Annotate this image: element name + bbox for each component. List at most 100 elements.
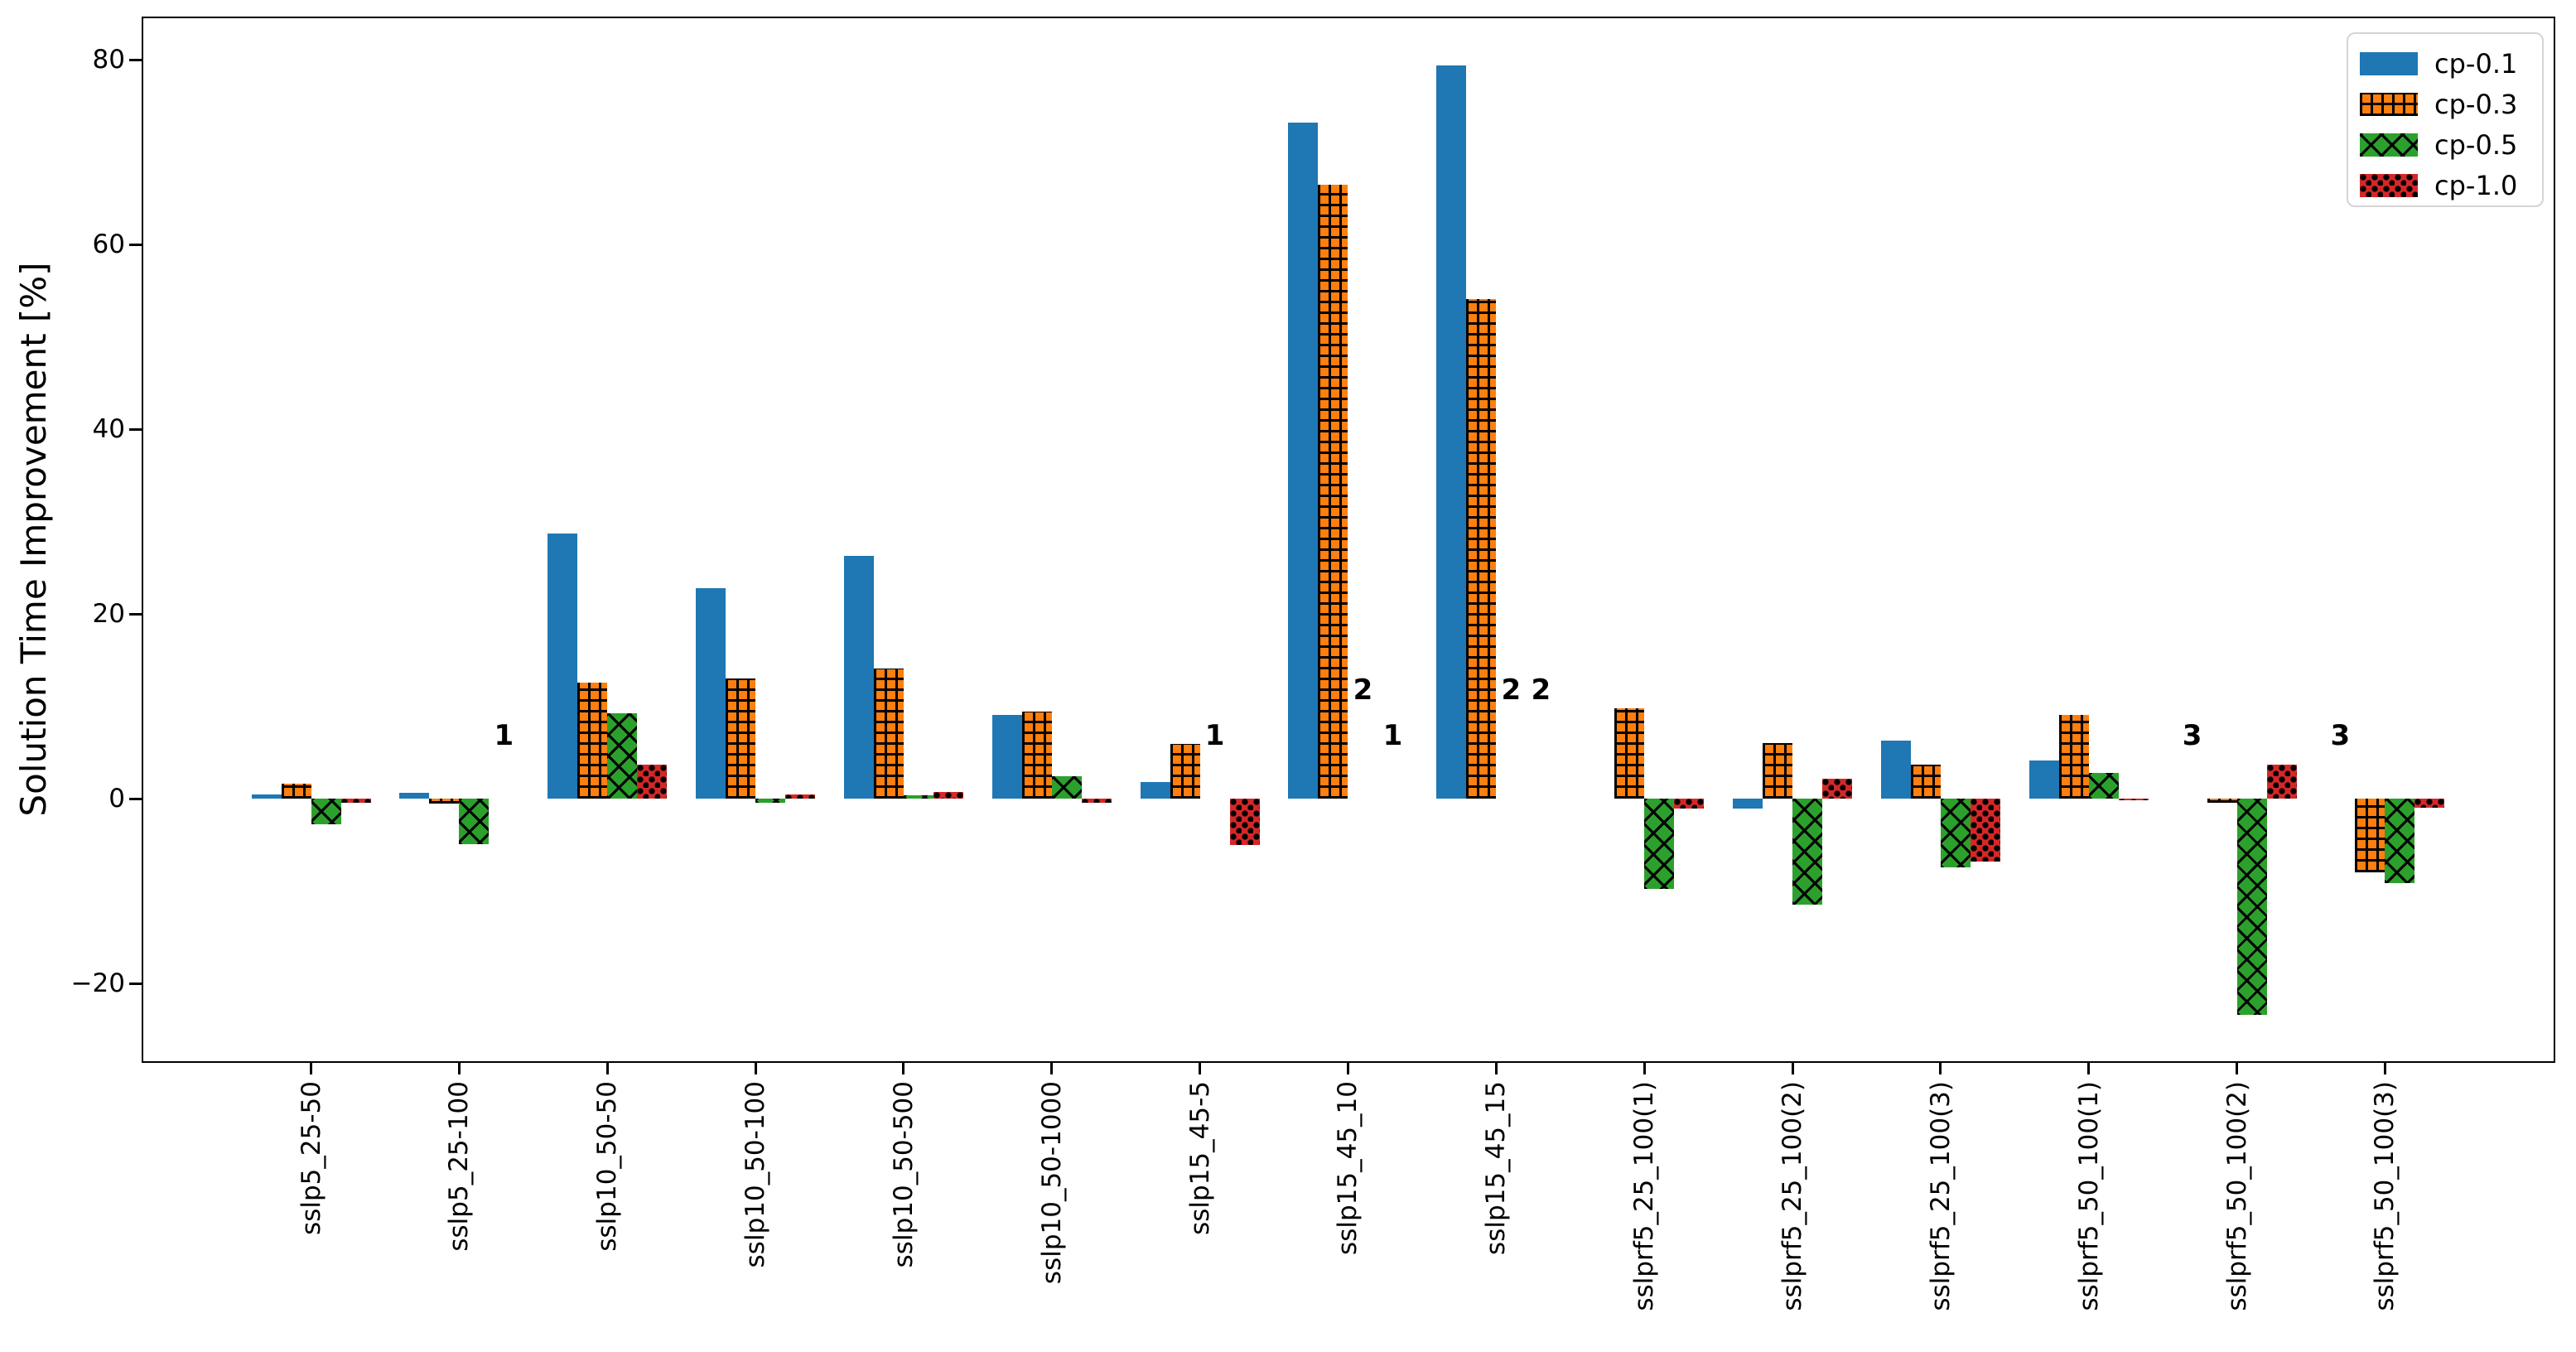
bar — [2207, 799, 2237, 803]
x-tick-label: sslp5_25-50 — [296, 1081, 326, 1235]
bar — [311, 799, 341, 825]
legend-swatch — [2360, 92, 2418, 116]
bar — [340, 799, 371, 803]
x-tick-mark — [457, 1063, 461, 1074]
x-tick-mark — [2236, 1063, 2239, 1074]
legend-swatch — [2360, 133, 2418, 157]
bar — [903, 795, 933, 799]
bar — [1021, 712, 1052, 799]
bar — [1140, 782, 1170, 799]
bar-annotation: 1 — [494, 719, 514, 753]
bar — [1229, 799, 1260, 845]
bar — [2118, 799, 2149, 801]
x-tick-mark — [1791, 1063, 1794, 1074]
bar-annotation: 2 — [1353, 673, 1373, 707]
y-tick-label: −20 — [70, 968, 125, 999]
bar — [607, 712, 638, 799]
legend-label: cp-1.0 — [2434, 169, 2518, 201]
bar — [1822, 778, 1852, 799]
bar-annotation: 2 — [1501, 673, 1522, 707]
legend-item: cp-0.5 — [2360, 124, 2542, 165]
legend: cp-0.1 cp-0.3 cp-0.5 cp-1.0 — [2347, 32, 2544, 207]
bar — [2028, 760, 2059, 799]
bar — [577, 682, 608, 799]
bar — [843, 556, 874, 799]
legend-swatch — [2360, 173, 2418, 197]
x-tick-label: sslprf5_25_100(2) — [1778, 1081, 1807, 1311]
x-tick-label: sslp5_25-100 — [444, 1081, 475, 1252]
y-tick-label: 80 — [92, 45, 125, 75]
bar — [1051, 776, 1082, 799]
bar — [873, 669, 904, 799]
x-tick-mark — [2383, 1063, 2386, 1074]
y-tick-mark — [129, 797, 142, 800]
bar — [991, 714, 1022, 799]
bar — [251, 794, 282, 799]
x-tick-mark — [1494, 1063, 1498, 1074]
bar — [2088, 772, 2119, 799]
bar — [2355, 799, 2385, 873]
legend-label: cp-0.5 — [2434, 128, 2518, 161]
bar — [2385, 799, 2415, 883]
bar-annotation: 3 — [2182, 719, 2202, 753]
bar — [1170, 744, 1200, 799]
x-tick-mark — [1199, 1063, 1202, 1074]
bar — [2414, 799, 2445, 809]
bar — [696, 588, 726, 799]
bar — [1792, 799, 1822, 905]
bar — [1436, 65, 1467, 799]
x-tick-label: sslprf5_50_100(2) — [2221, 1081, 2252, 1311]
x-tick-mark — [1643, 1063, 1646, 1074]
bar — [1318, 184, 1348, 799]
y-tick-mark — [129, 243, 142, 246]
y-tick-mark — [129, 982, 142, 985]
legend-item: cp-0.1 — [2360, 43, 2542, 84]
bar — [726, 678, 756, 799]
x-tick-label: sslp10_50-100 — [740, 1081, 771, 1268]
y-tick-label: 20 — [92, 599, 125, 630]
bar-annotation: 1 — [1204, 719, 1225, 753]
y-tick-label: 40 — [92, 414, 125, 445]
bar — [1081, 799, 1112, 803]
bar — [2266, 764, 2297, 799]
y-tick-label: 60 — [92, 229, 125, 260]
x-tick-label: sslp15_45_10 — [1333, 1081, 1363, 1255]
x-tick-label: sslp10_50-500 — [888, 1081, 919, 1268]
x-tick-label: sslp10_50-50 — [592, 1081, 623, 1252]
x-tick-mark — [605, 1063, 609, 1074]
y-tick-mark — [129, 612, 142, 616]
bar — [933, 792, 963, 799]
x-tick-label: sslprf5_50_100(3) — [2370, 1081, 2400, 1311]
bar-annotation: 3 — [2330, 719, 2351, 753]
plot-border — [142, 17, 2555, 1063]
x-tick-label: sslp10_50-1000 — [1036, 1081, 1067, 1285]
x-tick-mark — [2087, 1063, 2091, 1074]
bar — [1674, 799, 1705, 809]
x-tick-mark — [754, 1063, 757, 1074]
bar — [399, 793, 430, 799]
y-tick-mark — [129, 58, 142, 61]
x-tick-mark — [1939, 1063, 1942, 1074]
bar — [1614, 707, 1645, 799]
y-axis-label: Solution Time Improvement [%] — [13, 262, 54, 817]
bar — [459, 799, 490, 844]
legend-item: cp-0.3 — [2360, 84, 2542, 124]
x-tick-mark — [1346, 1063, 1349, 1074]
bar — [785, 794, 816, 799]
y-tick-mark — [129, 427, 142, 431]
legend-label: cp-0.1 — [2434, 47, 2518, 80]
x-tick-label: sslp15_45_15 — [1481, 1081, 1512, 1255]
bar — [2236, 799, 2267, 1016]
x-tick-mark — [902, 1063, 905, 1074]
x-tick-mark — [1050, 1063, 1054, 1074]
legend-swatch — [2360, 51, 2418, 75]
x-tick-label: sslprf5_50_100(1) — [2073, 1081, 2104, 1311]
bar — [281, 784, 311, 799]
x-tick-label: sslprf5_25_100(3) — [1925, 1081, 1956, 1311]
x-tick-mark — [310, 1063, 312, 1074]
legend-label: cp-0.3 — [2434, 88, 2518, 120]
x-tick-label: sslprf5_25_100(1) — [1629, 1081, 1660, 1311]
bar — [429, 799, 460, 804]
bar — [755, 799, 786, 803]
